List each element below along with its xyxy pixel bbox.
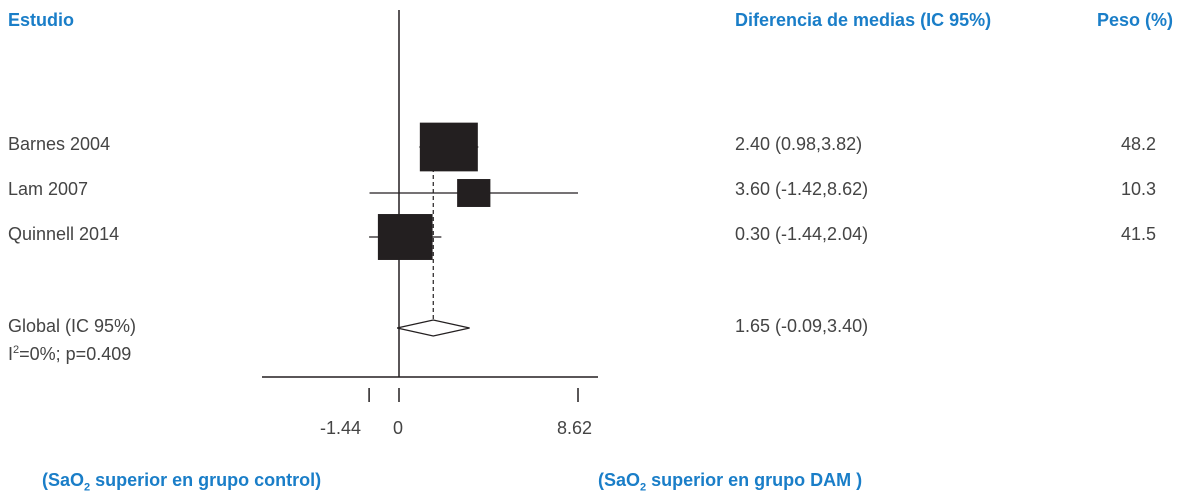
footer-left: (SaO2 superior en grupo control): [42, 470, 321, 494]
overall-ci-text: 1.65 (-0.09,3.40): [735, 316, 869, 336]
tick-label: 0: [393, 418, 404, 438]
heterogeneity-rest: =0%; p=0.409: [19, 344, 132, 364]
footer-right-post: superior en grupo DAM ): [646, 470, 863, 490]
study-ci-text: 2.40 (0.98,3.82): [735, 134, 863, 154]
header-effect: Diferencia de medias (IC 95%): [735, 10, 992, 30]
heterogeneity-sup: 2: [13, 344, 20, 356]
footer-right-sub: 2: [640, 481, 647, 494]
tick-label: -1.44: [320, 418, 362, 438]
study-name: Quinnell 2014: [8, 224, 120, 244]
study-ci-text: 0.30 (-1.44,2.04): [735, 224, 869, 244]
heterogeneity-label: I2=0%; p=0.409: [8, 344, 131, 365]
header-study: Estudio: [8, 10, 74, 30]
footer-right: (SaO2 superior en grupo DAM ): [598, 470, 862, 494]
study-weight: 10.3: [1121, 179, 1157, 199]
weight-square: [457, 179, 491, 207]
heterogeneity-prefix: I: [8, 344, 14, 364]
footer-left-post: superior en grupo control): [90, 470, 322, 490]
weight-square: [377, 214, 433, 260]
study-weight: 48.2: [1121, 134, 1157, 154]
overall-name: Global (IC 95%): [8, 316, 137, 336]
footer-left-sub: 2: [84, 481, 91, 494]
weight-square: [419, 122, 478, 172]
footer-right-pre: (SaO: [598, 470, 641, 490]
overall-diamond: [396, 319, 470, 337]
study-weight: 41.5: [1121, 224, 1157, 244]
study-name: Barnes 2004: [8, 134, 111, 154]
study-ci-text: 3.60 (-1.42,8.62): [735, 179, 869, 199]
footer-left-pre: (SaO: [42, 470, 85, 490]
study-name: Lam 2007: [8, 179, 89, 199]
header-weight: Peso (%): [1097, 10, 1174, 30]
tick-label: 8.62: [557, 418, 593, 438]
